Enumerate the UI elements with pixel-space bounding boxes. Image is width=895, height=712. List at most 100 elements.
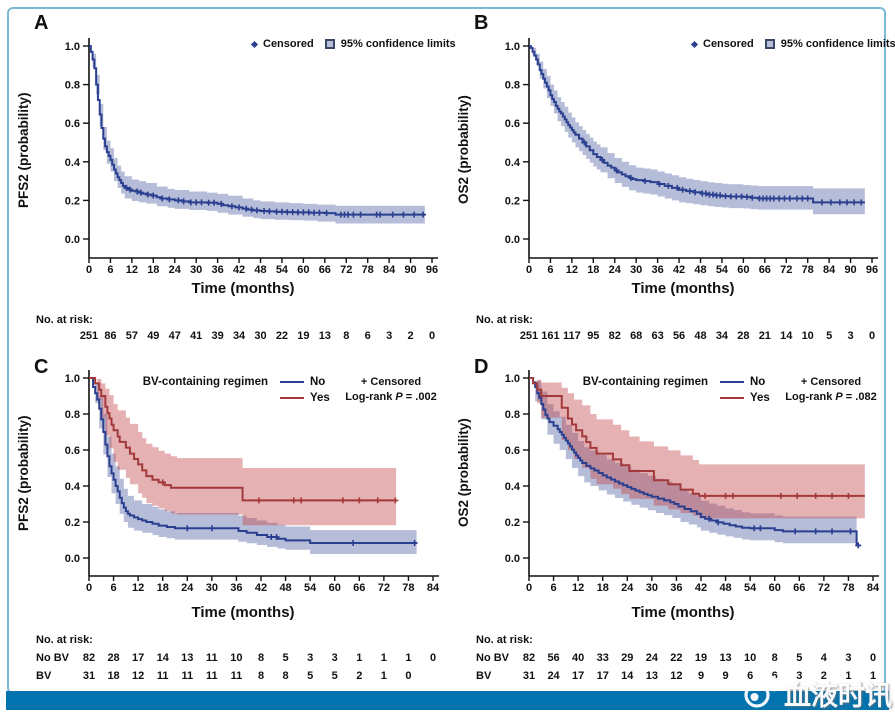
at-risk-value: 41: [190, 330, 203, 342]
x-tick-label: 78: [842, 582, 854, 594]
at-risk-value: 68: [630, 330, 643, 342]
at-risk-value: 6: [771, 670, 778, 682]
y-tick-label: 0.6: [505, 445, 520, 457]
at-risk-value: 19: [297, 330, 310, 342]
panel-B: B OS2 (probability) Censored 95% confide…: [448, 8, 895, 348]
x-tick-label: 72: [780, 264, 792, 276]
panel-letter: B: [474, 12, 489, 34]
x-tick-label: 12: [132, 582, 144, 594]
legend-no-label: No: [750, 376, 766, 388]
censor-mark-icon: [845, 492, 852, 499]
legend-censored-label: Censored: [703, 38, 754, 50]
at-risk-value: 34: [715, 330, 729, 342]
legend-yes-item: Yes: [280, 392, 330, 404]
x-tick-label: 60: [737, 264, 749, 276]
x-tick-label: 36: [212, 264, 224, 276]
at-risk-value: 9: [722, 670, 729, 682]
y-tick-label: 0.6: [505, 118, 520, 130]
censor-mark-icon: [722, 492, 729, 499]
censor-mark-icon: [350, 540, 357, 547]
censor-mark-icon: [175, 197, 182, 204]
at-risk-value: 13: [645, 670, 658, 682]
x-tick-label: 12: [572, 582, 584, 594]
censor-mark-icon: [411, 540, 418, 547]
at-risk-value: 24: [645, 652, 658, 664]
x-tick-label: 84: [867, 582, 880, 594]
at-risk-value: 12: [670, 670, 683, 682]
at-risk-value: 12: [132, 670, 145, 682]
x-tick-label: 48: [279, 582, 291, 594]
censor-mark-icon: [665, 182, 672, 189]
at-risk-row-no-bv: No BV 82 28 17 14 13 11 10 8 5 3 3 1 1 1 0: [36, 652, 452, 666]
censor-mark-icon: [420, 211, 427, 218]
y-tick-label: 0.6: [65, 445, 80, 457]
censor-mark-icon: [851, 199, 858, 206]
y-axis-label: OS2 (probability): [456, 418, 471, 528]
at-risk-value: 82: [608, 330, 621, 342]
censor-mark-icon: [273, 208, 280, 215]
censor-mark-icon: [284, 209, 291, 216]
at-risk-value: 31: [522, 670, 536, 682]
logrank-note: Log-rank P = .002: [345, 391, 437, 403]
x-axis-label: Time (months): [191, 604, 295, 621]
at-risk-value: 14: [780, 330, 793, 342]
censor-mark-icon: [799, 195, 806, 202]
x-tick-label: 54: [716, 264, 729, 276]
censor-mark-icon: [345, 211, 352, 218]
at-risk-value: 13: [181, 652, 194, 664]
yes-line-swatch-icon: [720, 396, 744, 400]
x-tick-label: 12: [126, 264, 138, 276]
confidence-band: [89, 378, 417, 555]
at-risk-value: 22: [670, 652, 683, 664]
confidence-band: [89, 46, 425, 224]
at-risk-value: 56: [672, 330, 686, 342]
panel-A: A PFS2 (probability) Censored 95% confid…: [8, 8, 456, 348]
legend-censored-item: Censored: [250, 38, 314, 50]
x-tick-label: 18: [157, 582, 169, 594]
at-risk-value: 5: [331, 670, 338, 682]
x-tick-label: 84: [427, 582, 440, 594]
at-risk-value: 251: [79, 330, 99, 342]
at-risk-value: 3: [386, 330, 393, 342]
y-tick-label: 1.0: [65, 41, 80, 53]
y-tick-label: 0.8: [65, 80, 80, 92]
censor-mark-icon: [706, 515, 713, 522]
at-risk-value: 6: [364, 330, 371, 342]
x-tick-label: 36: [230, 582, 242, 594]
censor-mark-icon: [613, 167, 620, 174]
legend-censored-label: Censored: [263, 38, 314, 50]
legend-title: BV-containing regimen: [582, 376, 708, 388]
y-axis-label: PFS2 (probability): [16, 415, 31, 531]
y-tick-label: 0.2: [65, 195, 80, 207]
at-risk-value: 1: [845, 670, 852, 682]
x-tick-label: 36: [670, 582, 682, 594]
km-plot-C: 1.0 0.8 0.6 0.4 0.2 0.0 0 6 12 18 24 30 36 42 48 54 60 66…: [65, 370, 440, 594]
x-tick-label: 18: [587, 264, 599, 276]
censor-mark-icon: [278, 208, 285, 215]
y-tick-label: 0.0: [65, 234, 80, 246]
at-risk-value: 3: [796, 670, 803, 682]
at-risk-value: 161: [541, 330, 560, 342]
at-risk-value: 13: [318, 330, 331, 342]
at-risk-value: 1: [405, 652, 412, 664]
yes-line-swatch-icon: [280, 396, 304, 400]
x-tick-label: 72: [378, 582, 390, 594]
at-risk-value: 1: [869, 670, 877, 682]
x-tick-label: 54: [744, 582, 757, 594]
at-risk-value: 31: [82, 670, 96, 682]
at-risk-value: 33: [596, 652, 609, 664]
x-tick-label: 24: [621, 582, 634, 594]
x-tick-label: 54: [304, 582, 317, 594]
legend-yes-label: Yes: [750, 392, 770, 404]
x-tick-label: 96: [426, 264, 438, 276]
at-risk-value: 3: [845, 652, 852, 664]
censor-mark-icon: [298, 497, 305, 504]
censor-mark-icon: [323, 210, 330, 217]
legend-title: BV-containing regimen: [142, 376, 268, 388]
at-risk-value: 0: [429, 652, 437, 664]
x-tick-label: 0: [526, 264, 532, 276]
at-risk-value: 8: [257, 652, 265, 664]
censor-mark-icon: [781, 195, 788, 202]
censor-mark-icon: [150, 192, 157, 199]
